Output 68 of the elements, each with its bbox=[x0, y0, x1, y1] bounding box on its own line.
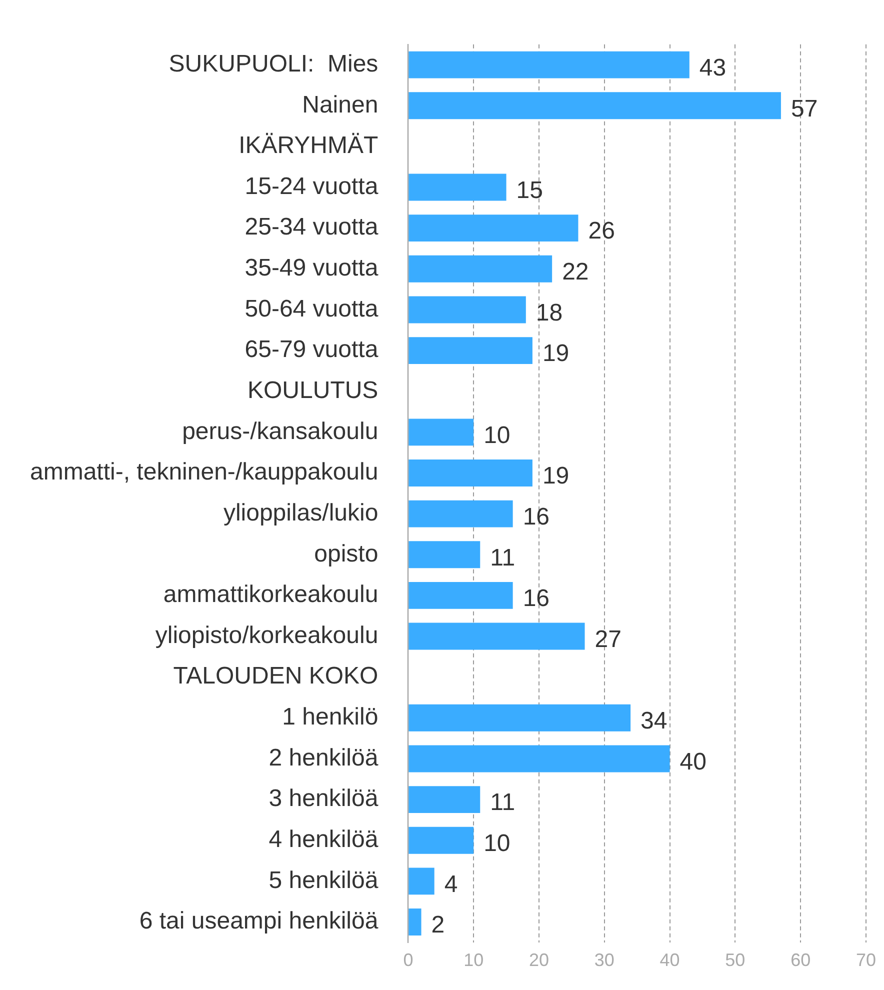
y-tick-label: 6 tai useampi henkilöä bbox=[139, 908, 379, 935]
data-label: 10 bbox=[484, 830, 510, 857]
y-tick-label: ammattikorkeakoulu bbox=[163, 581, 378, 608]
bar bbox=[408, 622, 585, 650]
bar bbox=[408, 745, 670, 772]
bar bbox=[408, 826, 474, 854]
data-label: 15 bbox=[516, 176, 543, 204]
data-label: 22 bbox=[562, 258, 589, 286]
y-tick-label: 15-24 vuotta bbox=[244, 172, 379, 200]
bar bbox=[408, 868, 434, 895]
data-label: 16 bbox=[522, 503, 550, 530]
y-tick-label: KOULUTUS bbox=[248, 376, 378, 404]
y-tick-label: yliopisto/korkeakoulu bbox=[155, 622, 378, 649]
y-tick-label: 4 henkilöä bbox=[268, 826, 379, 853]
x-tick-label: 10 bbox=[464, 950, 484, 970]
data-label: 27 bbox=[594, 626, 622, 653]
y-tick-label: 65-79 vuotta bbox=[244, 336, 379, 364]
x-tick-label: 0 bbox=[403, 950, 414, 970]
y-tick-label: 35-49 vuotta bbox=[244, 254, 379, 282]
bar bbox=[408, 174, 506, 201]
data-label: 16 bbox=[522, 585, 550, 612]
x-tick-label: 70 bbox=[856, 950, 876, 970]
x-tick-label: 40 bbox=[660, 950, 680, 970]
bar bbox=[408, 908, 422, 936]
bar bbox=[408, 582, 513, 609]
data-label: 19 bbox=[542, 462, 570, 490]
data-label: 2 bbox=[431, 912, 445, 939]
y-tick-label: 3 henkilöä bbox=[268, 785, 379, 812]
y-tick-label: 50-64 vuotta bbox=[244, 295, 379, 322]
bar bbox=[408, 541, 480, 568]
bar bbox=[408, 704, 631, 732]
y-tick-label: 25-34 vuotta bbox=[244, 214, 379, 241]
bar bbox=[408, 460, 532, 486]
y-tick-label: ylioppilas/lukio bbox=[223, 499, 378, 526]
bar bbox=[408, 214, 578, 242]
data-label: 40 bbox=[680, 748, 706, 776]
x-tick-label: 30 bbox=[594, 950, 614, 970]
bar bbox=[408, 51, 690, 78]
data-label: 43 bbox=[699, 54, 726, 82]
data-label: 26 bbox=[588, 218, 615, 245]
y-tick-label: ammatti-, tekninen-/kauppakoulu bbox=[30, 458, 378, 486]
bar bbox=[408, 337, 532, 364]
y-tick-label: 1 henkilö bbox=[282, 704, 378, 731]
x-tick-label: 50 bbox=[725, 950, 746, 970]
data-label: 11 bbox=[490, 789, 516, 816]
y-tick-label: opisto bbox=[314, 540, 378, 568]
y-tick-label: SUKUPUOLI: Mies bbox=[168, 50, 378, 78]
y-tick-label: 5 henkilöä bbox=[268, 866, 379, 894]
data-label: 19 bbox=[542, 340, 570, 368]
bar bbox=[408, 92, 781, 120]
x-tick-label: 20 bbox=[528, 950, 550, 970]
data-label: 11 bbox=[490, 544, 516, 572]
data-label: 4 bbox=[444, 870, 458, 898]
bar bbox=[408, 296, 526, 324]
data-label: 10 bbox=[484, 422, 510, 449]
bar bbox=[408, 418, 474, 446]
y-tick-label: perus-/kansakoulu bbox=[182, 418, 378, 445]
y-tick-label: IKÄRYHMÄT bbox=[238, 132, 379, 160]
data-label: 57 bbox=[790, 95, 818, 122]
data-label: 18 bbox=[536, 299, 563, 326]
x-tick-label: 60 bbox=[790, 950, 811, 970]
data-label: 34 bbox=[640, 708, 668, 735]
bar bbox=[408, 255, 552, 282]
y-tick-label: Nainen bbox=[302, 91, 378, 118]
y-tick-label: TALOUDEN KOKO bbox=[173, 662, 378, 690]
bar bbox=[408, 786, 480, 814]
bar bbox=[408, 500, 513, 528]
y-tick-label: 2 henkilöä bbox=[268, 744, 379, 772]
